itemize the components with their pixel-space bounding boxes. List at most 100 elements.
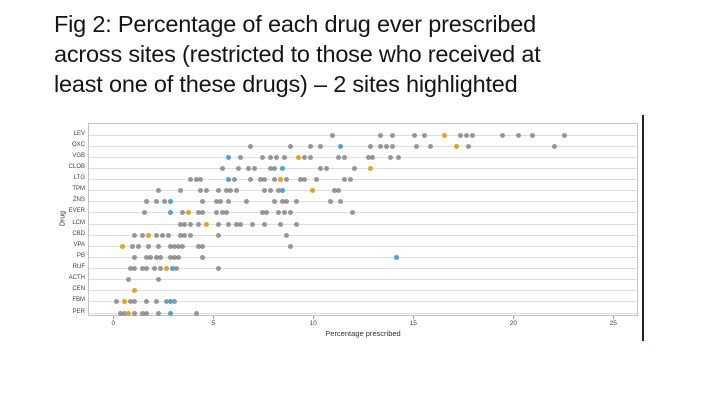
x-axis-tick-label: 25 [609, 320, 617, 327]
data-point-gray [427, 143, 433, 149]
data-point-gray [387, 154, 393, 160]
data-point-gray [389, 132, 395, 138]
y-axis-label-acth: ACTH [68, 275, 85, 282]
data-point-gray [153, 232, 159, 238]
gridline [89, 145, 637, 147]
data-point-gray [143, 310, 149, 316]
data-point-blue [225, 177, 231, 182]
data-point-gray [235, 165, 241, 171]
data-point-orange [441, 132, 447, 138]
data-point-gray [233, 188, 239, 194]
data-point-gray [337, 199, 343, 205]
data-point-gray [173, 266, 179, 271]
gridline [89, 156, 637, 158]
data-point-gray [139, 266, 145, 271]
x-axis-tick [313, 316, 315, 319]
data-point-orange [145, 232, 151, 238]
data-point-gray [287, 143, 293, 149]
data-point-gray [187, 232, 193, 238]
data-point-gray [197, 177, 203, 182]
x-axis-tick [413, 316, 415, 319]
data-point-gray [293, 199, 299, 205]
data-point-gray [515, 132, 521, 138]
data-point-gray [267, 154, 273, 160]
data-point-orange [121, 299, 127, 305]
gridline [89, 268, 637, 269]
data-point-gray [127, 266, 133, 271]
data-point-gray [195, 243, 201, 249]
data-point-gray [153, 199, 159, 205]
data-point-gray [125, 277, 131, 283]
title-line-1: Fig 2: Percentage of each drug ever pres… [54, 11, 536, 37]
data-point-gray [237, 221, 243, 227]
gridline [89, 212, 637, 214]
data-point-gray [365, 154, 371, 160]
data-point-gray [215, 266, 221, 271]
data-point-gray [341, 154, 347, 160]
data-point-gray [151, 266, 157, 271]
data-point-gray [275, 188, 281, 194]
y-axis-label-cen: CEN [72, 286, 85, 293]
gridline [89, 301, 637, 303]
data-point-gray [195, 221, 201, 227]
data-point-gray [307, 143, 313, 149]
x-axis-tick-label: 0 [111, 320, 116, 327]
data-point-gray [287, 243, 293, 249]
data-point-gray [457, 132, 463, 138]
data-point-blue [167, 199, 173, 205]
gridline [89, 201, 637, 203]
data-point-gray [155, 310, 161, 316]
data-point-gray [349, 210, 355, 216]
data-point-orange [185, 210, 191, 216]
data-point-gray [271, 177, 277, 182]
data-point-gray [279, 199, 285, 205]
gridline [89, 312, 637, 314]
data-point-gray [267, 188, 273, 194]
gridline [89, 179, 637, 180]
data-point-gray [281, 154, 287, 160]
data-point-blue [169, 266, 175, 271]
data-point-gray [143, 254, 149, 260]
gridline [89, 234, 637, 236]
x-axis-title: Percentage prescribed [325, 329, 401, 338]
data-point-gray [301, 154, 307, 160]
data-point-gray [259, 210, 265, 216]
data-point-gray [153, 254, 159, 260]
data-point-gray [395, 154, 401, 160]
data-point-gray [463, 132, 469, 138]
data-point-gray [261, 188, 267, 194]
data-point-gray [307, 154, 313, 160]
data-point-gray [145, 243, 151, 249]
data-point-gray [469, 132, 475, 138]
data-point-gray [257, 177, 263, 182]
data-point-gray [249, 221, 255, 227]
y-axis-label-zns: ZNS [73, 197, 85, 204]
data-point-gray [261, 177, 267, 182]
data-point-gray [131, 299, 137, 305]
data-point-gray [317, 143, 323, 149]
x-axis-tick-label: 10 [309, 320, 317, 327]
gridline [89, 245, 637, 247]
data-point-gray [195, 210, 201, 216]
y-axis-label-lcm: LCM [72, 219, 85, 226]
data-point-gray [131, 232, 137, 238]
data-point-gray [155, 188, 161, 194]
x-axis-tick [113, 316, 115, 319]
y-axis-label-ltg: LTG [73, 175, 85, 181]
data-point-blue [279, 188, 285, 194]
data-point-gray [143, 199, 149, 205]
data-point-gray [331, 188, 337, 194]
data-point-gray [171, 243, 177, 249]
data-point-gray [367, 143, 373, 149]
data-point-gray [281, 210, 287, 216]
data-point-gray [251, 165, 257, 171]
data-point-orange [125, 310, 131, 316]
data-point-gray [225, 221, 231, 227]
data-point-gray [323, 165, 329, 171]
y-axis-label-pb: PB [76, 252, 85, 259]
x-axis-tick [213, 316, 215, 319]
data-point-gray [187, 221, 193, 227]
data-point-gray [275, 210, 281, 216]
data-point-gray [283, 177, 289, 182]
gridline [89, 167, 637, 169]
